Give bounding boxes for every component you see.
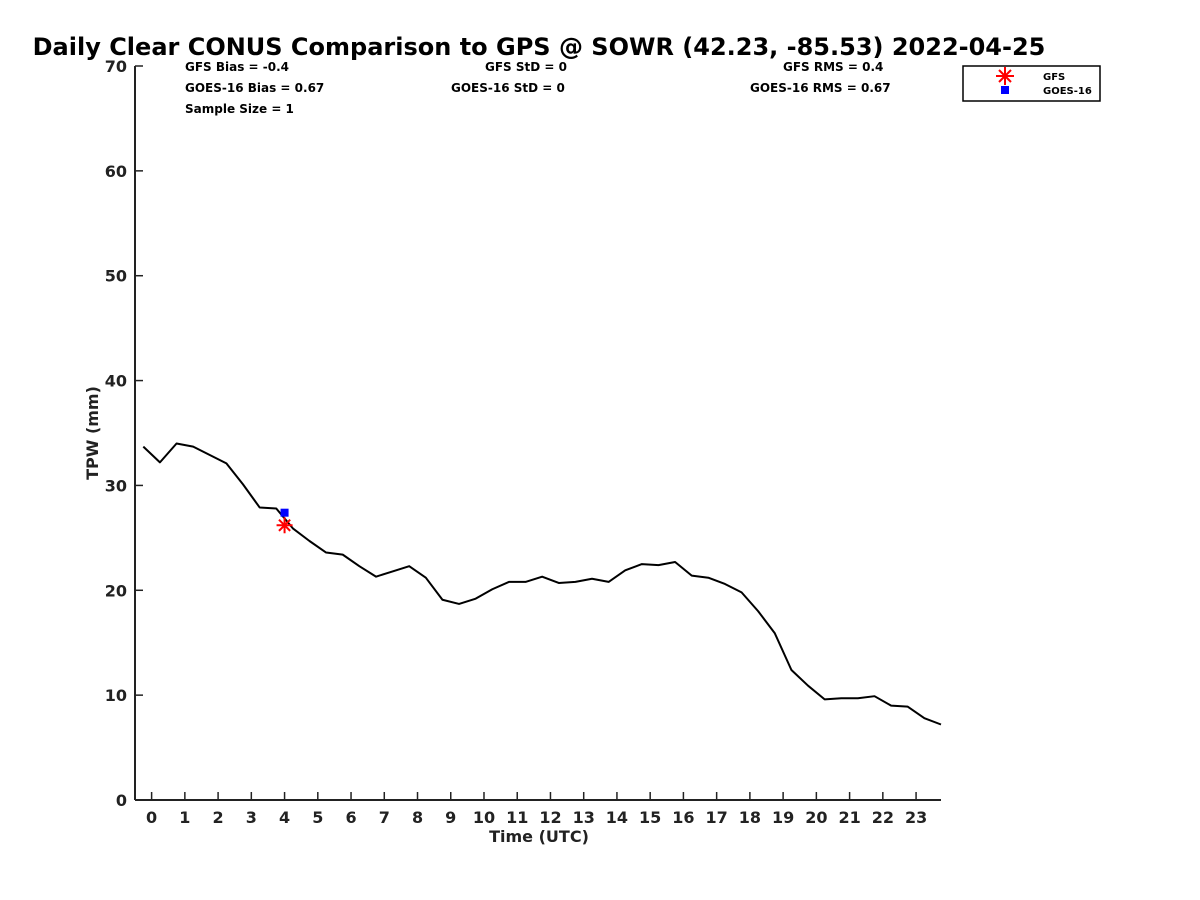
y-tick-label: 10	[105, 686, 127, 705]
y-tick-label: 0	[116, 791, 127, 810]
x-tick-label: 23	[905, 808, 927, 827]
y-tick-label: 70	[105, 57, 127, 76]
goes-std-stat: GOES-16 StD = 0	[451, 81, 565, 95]
x-tick-label: 11	[506, 808, 528, 827]
sample-size-stat: Sample Size = 1	[185, 102, 294, 116]
x-tick-label: 13	[573, 808, 595, 827]
x-tick-label: 10	[473, 808, 495, 827]
gfs-data-point	[276, 517, 293, 534]
legend-goes-label: GOES-16	[1043, 86, 1092, 97]
x-tick-label: 3	[246, 808, 257, 827]
goes-rms-stat: GOES-16 RMS = 0.67	[750, 81, 891, 95]
x-tick-label: 14	[606, 808, 628, 827]
x-tick-label: 4	[279, 808, 290, 827]
x-tick-label: 9	[445, 808, 456, 827]
x-tick-label: 7	[379, 808, 390, 827]
x-tick-label: 0	[146, 808, 157, 827]
x-tick-label: 18	[739, 808, 761, 827]
y-tick-label: 30	[105, 476, 127, 495]
x-tick-label: 21	[838, 808, 860, 827]
x-tick-label: 19	[772, 808, 794, 827]
x-tick-label: 1	[179, 808, 190, 827]
legend: GFS GOES-16	[962, 65, 1101, 102]
series-layer	[142, 442, 942, 726]
x-tick-label: 16	[672, 808, 694, 827]
legend-goes-square-icon	[1001, 86, 1009, 94]
chart-title: Daily Clear CONUS Comparison to GPS @ SO…	[33, 33, 1046, 61]
x-tick-label: 6	[345, 808, 356, 827]
stats-annotations: GFS Bias = -0.4 GOES-16 Bias = 0.67 Samp…	[185, 60, 891, 116]
gfs-asterisk-stroke	[278, 518, 291, 532]
x-tick-label: 15	[639, 808, 661, 827]
y-tick-label: 20	[105, 581, 127, 600]
y-tick-label: 40	[105, 372, 127, 391]
x-tick-label: 12	[539, 808, 561, 827]
y-axis-label: TPW (mm)	[83, 386, 102, 480]
gfs-std-stat: GFS StD = 0	[485, 60, 567, 74]
gfs-rms-stat: GFS RMS = 0.4	[783, 60, 883, 74]
legend-gfs-asterisk-icon	[996, 67, 1014, 85]
x-axis-label: Time (UTC)	[489, 827, 589, 846]
x-tick-label: 17	[706, 808, 728, 827]
x-tick-label: 8	[412, 808, 423, 827]
legend-box	[962, 65, 1101, 102]
x-tick-label: 2	[213, 808, 224, 827]
y-tick-label: 50	[105, 267, 127, 286]
goes16-data-point	[280, 508, 289, 517]
legend-gfs-label: GFS	[1043, 72, 1065, 83]
x-tick-label: 22	[872, 808, 894, 827]
gps-tpw-line	[142, 442, 942, 726]
x-tick-label: 20	[805, 808, 827, 827]
x-tick-label: 5	[312, 808, 323, 827]
gfs-bias-stat: GFS Bias = -0.4	[185, 60, 289, 74]
goes-bias-stat: GOES-16 Bias = 0.67	[185, 81, 324, 95]
y-tick-label: 60	[105, 162, 127, 181]
